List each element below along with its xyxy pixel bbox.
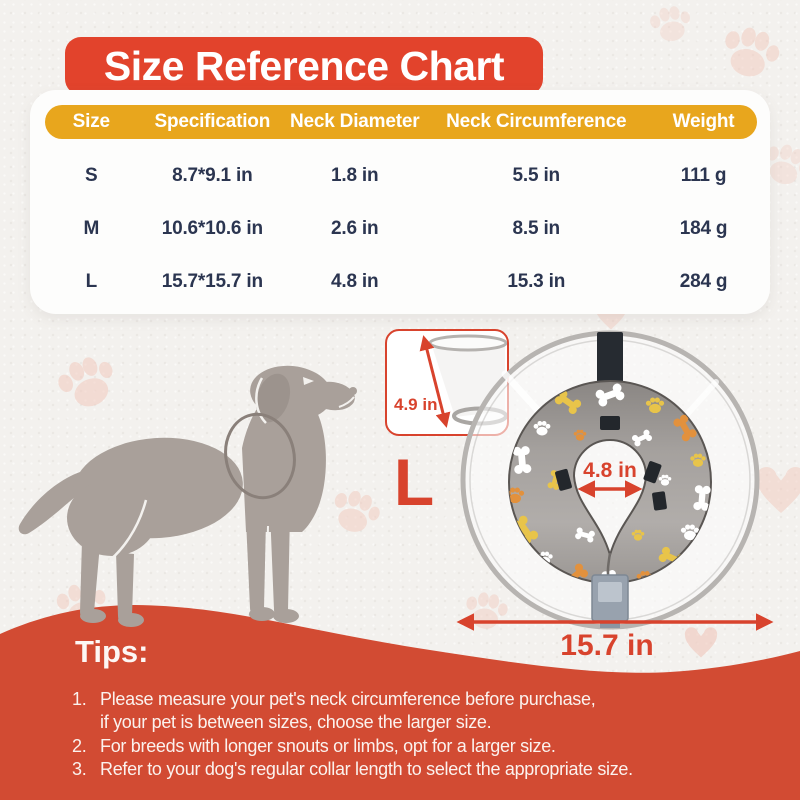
dog-silhouette bbox=[18, 365, 357, 627]
dog-hind-leg bbox=[80, 540, 100, 620]
tip-number: 3. bbox=[72, 758, 87, 779]
size-letter-label: L bbox=[393, 445, 435, 519]
cell-neck-circumference: 15.3 in bbox=[507, 270, 566, 292]
header-cell-specification: Specification bbox=[154, 111, 271, 132]
paw-print-icon bbox=[711, 15, 789, 93]
table-row: M 10.6*10.6 in 2.6 in 8.5 in 184 g bbox=[45, 202, 757, 255]
table-body: S 8.7*9.1 in 1.8 in 5.5 in 111 g M 10.6*… bbox=[45, 149, 757, 308]
width-label: 15.7 in bbox=[560, 629, 654, 662]
collar-top-strap bbox=[597, 332, 623, 394]
height-label: 4.9 in bbox=[394, 395, 438, 414]
cell-neck-circumference: 5.5 in bbox=[512, 164, 561, 186]
inner-diameter-label: 4.8 in bbox=[583, 459, 637, 482]
tips-heading: Tips: bbox=[75, 634, 149, 669]
dog-hind-leg bbox=[116, 552, 134, 624]
header-cell-size: Size bbox=[72, 111, 110, 132]
dog-muzzle bbox=[309, 381, 355, 411]
size-table-card: Size Specification Neck Diameter Neck Ci… bbox=[30, 90, 770, 314]
tip-text: Please measure your pet's neck circumfer… bbox=[100, 689, 596, 733]
cell-size: L bbox=[85, 270, 98, 292]
cell-specification: 8.7*9.1 in bbox=[172, 164, 253, 186]
dog-eye bbox=[303, 377, 314, 385]
cell-neck-diameter: 1.8 in bbox=[331, 164, 379, 186]
dog-collar-line bbox=[224, 412, 296, 500]
collar-diagram: 4.8 in bbox=[460, 330, 760, 630]
tip-item: 2. For breeds with longer snouts or limb… bbox=[72, 735, 772, 758]
tip-item: 3. Refer to your dog's regular collar le… bbox=[72, 758, 772, 781]
cell-weight: 184 g bbox=[679, 217, 728, 239]
header-cell-weight: Weight bbox=[672, 111, 735, 132]
cell-weight: 284 g bbox=[679, 270, 728, 292]
tip-text: Refer to your dog's regular collar lengt… bbox=[100, 758, 633, 779]
title-banner: Size Reference Chart bbox=[65, 37, 543, 95]
cell-neck-circumference: 8.5 in bbox=[512, 217, 561, 239]
dog-front-leg bbox=[246, 520, 266, 616]
table-row: L 15.7*15.7 in 4.8 in 15.3 in 284 g bbox=[45, 255, 757, 308]
tip-number: 2. bbox=[72, 735, 87, 756]
dog-hind-thigh bbox=[67, 480, 157, 556]
cell-specification: 10.6*10.6 in bbox=[161, 217, 263, 239]
table-row: S 8.7*9.1 in 1.8 in 5.5 in 111 g bbox=[45, 149, 757, 202]
cell-size: M bbox=[83, 217, 100, 239]
table-header-row: Size Specification Neck Diameter Neck Ci… bbox=[45, 105, 757, 139]
cell-neck-diameter: 2.6 in bbox=[331, 217, 379, 239]
height-arrow bbox=[419, 335, 451, 428]
tip-text: For breeds with longer snouts or limbs, … bbox=[100, 735, 556, 756]
cell-neck-diameter: 4.8 in bbox=[331, 270, 379, 292]
header-cell-neck-circumference: Neck Circumference bbox=[446, 111, 627, 132]
dog-front-leg bbox=[270, 510, 290, 618]
paw-print-icon bbox=[644, 0, 699, 52]
header-cell-neck-diameter: Neck Diameter bbox=[289, 111, 420, 132]
collar-strap-tabs bbox=[555, 416, 667, 511]
cell-size: S bbox=[85, 164, 98, 186]
tip-item: 1. Please measure your pet's neck circum… bbox=[72, 688, 772, 735]
tips-list: 1. Please measure your pet's neck circum… bbox=[72, 688, 772, 781]
tips-wave bbox=[0, 605, 800, 800]
page-title: Size Reference Chart bbox=[103, 42, 505, 89]
tip-number: 1. bbox=[72, 689, 87, 709]
cell-weight: 111 g bbox=[680, 164, 727, 186]
width-arrow bbox=[456, 613, 774, 631]
dog-ear bbox=[255, 373, 291, 423]
dog-tail bbox=[18, 472, 86, 535]
cell-specification: 15.7*15.7 in bbox=[161, 270, 263, 292]
